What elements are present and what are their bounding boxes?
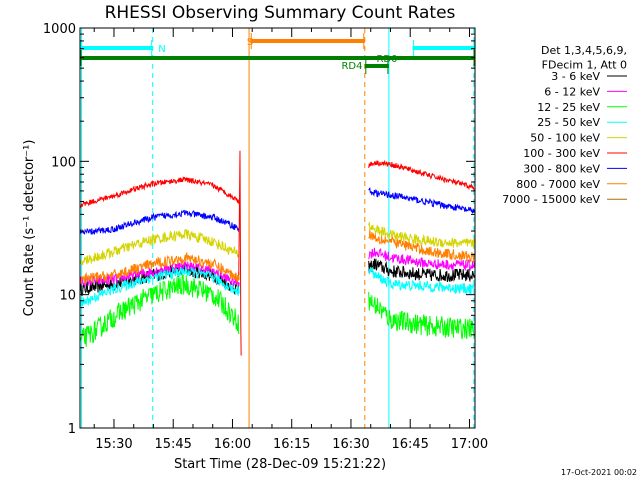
x-tick-label: 15:45 (154, 437, 191, 452)
series-trace (79, 260, 240, 287)
series-trace (79, 209, 240, 236)
legend-entry: 25 - 50 keV (537, 116, 600, 129)
series-trace (368, 267, 475, 296)
flag-label: RD0 (376, 54, 397, 65)
series-trace (368, 291, 475, 340)
flag-label: N (158, 44, 165, 55)
y-tick-label: 1 (68, 422, 76, 437)
x-tick-label: 16:30 (332, 437, 369, 452)
legend-header: Det 1,3,4,5,6,9, (541, 44, 627, 57)
legend-entry: 800 - 7000 keV (516, 178, 600, 191)
series-trace (368, 229, 475, 264)
plot-data: N S RD4 RD0 (79, 28, 475, 428)
series-trace (368, 222, 475, 248)
axes: 1 10 100 1000 15:30 15:45 16:00 16:15 16:30 16:45… (43, 22, 488, 452)
legend: Det 1,3,4,5,6,9, FDecim 1, Att 03 - 6 keV… (502, 44, 627, 206)
y-axis-label: Count Rate (s⁻¹ detector⁻¹) (22, 140, 37, 317)
timestamp: 17-Oct-2021 00:02 (561, 468, 637, 477)
flag-label: S (247, 37, 253, 48)
series-trace (368, 159, 475, 191)
series-trace (79, 252, 240, 285)
legend-entry: 6 - 12 keV (544, 85, 600, 98)
legend-entry: 7000 - 15000 keV (502, 193, 600, 206)
chart-title: RHESSI Observing Summary Count Rates (105, 3, 456, 23)
legend-entry: 100 - 300 keV (523, 147, 600, 160)
flare-spike (238, 150, 242, 356)
series-trace (79, 228, 240, 266)
plot-frame (79, 27, 476, 429)
series-trace (368, 247, 475, 271)
series-trace (368, 258, 475, 283)
legend-entry: 3 - 6 keV (551, 70, 600, 83)
y-tick-label: 100 (51, 155, 76, 170)
x-tick-label: 16:15 (273, 437, 310, 452)
x-axis-label: Start Time (28-Dec-09 15:21:22) (174, 457, 386, 472)
x-tick-label: 15:30 (95, 437, 132, 452)
legend-header: FDecim 1, Att 0 (542, 59, 627, 72)
y-tick-label: 1000 (43, 22, 76, 37)
legend-entry: 300 - 800 keV (523, 162, 600, 175)
series-trace (79, 274, 240, 347)
series-trace (79, 266, 240, 308)
legend-entry: 50 - 100 keV (530, 132, 600, 145)
flag-label: RD4 (341, 61, 362, 72)
series-trace (79, 176, 240, 209)
x-tick-label: 16:45 (391, 437, 428, 452)
series-trace (368, 186, 475, 214)
x-tick-label: 16:00 (214, 437, 251, 452)
y-tick-label: 10 (59, 289, 76, 304)
x-tick-label: 17:00 (451, 437, 488, 452)
legend-entry: 12 - 25 keV (537, 101, 600, 114)
